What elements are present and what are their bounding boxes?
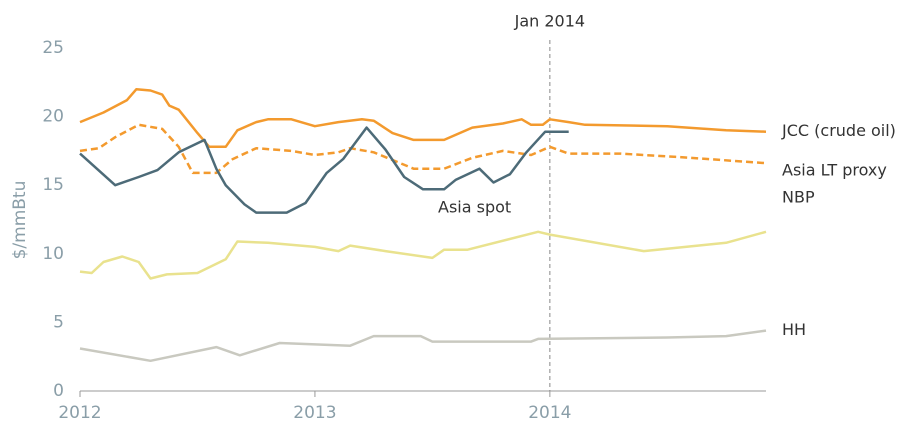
- annotation: Jan 2014: [514, 12, 585, 31]
- series-line: [79, 329, 767, 363]
- series-line: [79, 87, 767, 149]
- series-label: NBP: [782, 187, 815, 206]
- series-line: [79, 230, 767, 280]
- series-label: Asia LT proxy: [782, 161, 887, 180]
- series-label: HH: [782, 320, 806, 339]
- series-label: Asia spot: [438, 198, 511, 217]
- x-tick-label: 2014: [528, 403, 571, 423]
- y-tick-label: 0: [53, 381, 64, 401]
- y-tick-label: 25: [42, 38, 64, 58]
- y-tick-label: 20: [42, 107, 64, 127]
- series-line: [79, 123, 767, 175]
- y-tick-label: 15: [42, 175, 64, 195]
- y-axis-label: $/mmBtu: [10, 181, 30, 260]
- x-tick-label: 2013: [293, 403, 336, 423]
- series-label: JCC (crude oil): [781, 121, 896, 140]
- series-line: [79, 126, 569, 214]
- y-tick-label: 5: [53, 312, 64, 332]
- y-tick-label: 10: [42, 244, 64, 264]
- x-tick-label: 2012: [58, 403, 101, 423]
